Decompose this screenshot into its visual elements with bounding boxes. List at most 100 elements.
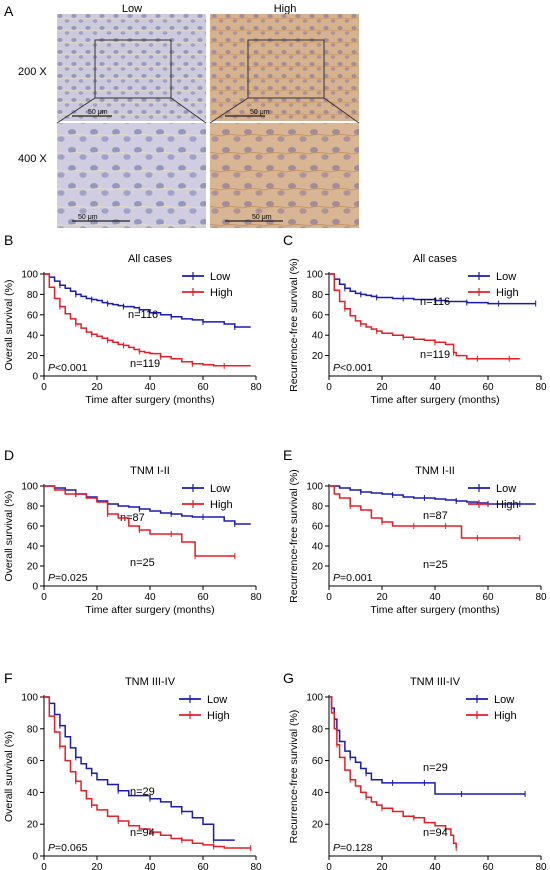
x-tick-label: 40 xyxy=(144,382,156,393)
panel-d: D TNM I-II 0 20 40 60 80 0 20 40 60 80 100 Time after… xyxy=(3,447,262,616)
panel-e: E TNM I-II 0 20 40 60 80 20 40 60 80 100 Time after … xyxy=(283,447,547,616)
x-tick-label: 80 xyxy=(250,862,262,870)
n-label-high: n=94 xyxy=(130,827,155,839)
legend-label: High xyxy=(494,710,517,722)
y-tick-label: 60 xyxy=(27,522,39,533)
n-label-high: n=94 xyxy=(423,827,448,839)
p-value-text: =0.065 xyxy=(55,842,88,854)
zoom-line xyxy=(170,97,207,124)
micrograph-low-200x xyxy=(57,14,206,121)
p-value-prefix: P xyxy=(48,842,55,854)
y-tick-label: 80 xyxy=(312,502,324,513)
micrograph-high-400x xyxy=(210,123,359,228)
x-tick-label: 60 xyxy=(482,592,494,603)
y-tick-label: 100 xyxy=(21,270,38,281)
y-tick-label: 80 xyxy=(312,290,324,301)
y-tick-label: 80 xyxy=(27,290,39,301)
series-line-low xyxy=(329,273,536,305)
p-value-prefix: P xyxy=(333,572,340,584)
x-tick-label: 80 xyxy=(535,382,547,393)
panel-letter-f: F xyxy=(4,670,13,686)
series-line-high xyxy=(44,273,251,367)
x-axis-label: Time after surgery (months) xyxy=(85,394,214,406)
y-tick-label: 100 xyxy=(306,482,323,493)
x-tick-label: 80 xyxy=(535,862,547,870)
chart-title: TNM III-IV xyxy=(125,676,176,688)
scale-bar-label: 50 μm xyxy=(250,109,270,116)
panel-a: A Low High 200 X 400 X 50 μm 50 μm 50 μm… xyxy=(4,3,360,228)
y-tick-label: 100 xyxy=(21,693,38,704)
legend-label: Low xyxy=(496,483,516,495)
x-tick-label: 80 xyxy=(535,592,547,603)
n-label-low: n=29 xyxy=(423,762,448,774)
p-value-prefix: P xyxy=(48,572,55,584)
x-tick-label: 80 xyxy=(250,382,262,393)
series-line-low xyxy=(329,696,526,795)
legend-label: High xyxy=(207,710,230,722)
y-axis-label: Recurrence-free survival (%) xyxy=(288,469,300,603)
legend-label: Low xyxy=(494,694,514,706)
p-value-text: =0.025 xyxy=(55,572,88,584)
zoom-line xyxy=(209,97,249,124)
x-axis-label: Time after surgery (months) xyxy=(370,604,499,616)
series-line-high xyxy=(44,485,235,557)
zoom-line xyxy=(56,97,96,124)
p-value-text: <0.001 xyxy=(55,362,88,374)
x-tick-label: 40 xyxy=(144,862,156,870)
micrograph-low-400x xyxy=(57,123,206,228)
y-tick-label: 60 xyxy=(312,310,324,321)
y-tick-label: 80 xyxy=(27,724,39,735)
x-axis-label: Time after surgery (months) xyxy=(85,604,214,616)
n-label-low: n=29 xyxy=(130,786,155,798)
col-label-high: High xyxy=(274,3,297,15)
x-tick-label: 60 xyxy=(197,592,209,603)
p-value-text: =0.001 xyxy=(340,572,373,584)
x-axis-label: Time after surgery (months) xyxy=(370,394,499,406)
panel-letter-a: A xyxy=(4,3,14,19)
micrograph-high-200x xyxy=(210,14,359,121)
y-axis-label: Recurrence-free survival (%) xyxy=(288,710,300,844)
legend-label: Low xyxy=(210,271,230,283)
y-tick-label: 60 xyxy=(312,522,324,533)
y-tick-label: 20 xyxy=(312,351,324,362)
chart-title: TNM I-II xyxy=(130,465,170,477)
y-tick-label: 40 xyxy=(27,331,39,342)
panel-b: B All cases 0 20 40 60 80 0 20 40 60 80 100 Time afte… xyxy=(3,232,262,406)
p-value-prefix: P xyxy=(48,362,55,374)
panel-c: C All cases 0 20 40 60 80 20 40 60 80 100 Time after… xyxy=(283,232,547,406)
y-tick-label: 100 xyxy=(306,693,323,704)
n-label-high: n=25 xyxy=(423,559,448,571)
n-label-low: n=116 xyxy=(128,309,158,321)
scale-bar-label: 50 μm xyxy=(88,109,108,116)
y-tick-label: 100 xyxy=(306,270,323,281)
legend-label: High xyxy=(496,287,519,299)
x-tick-label: 20 xyxy=(91,592,103,603)
panel-letter-e: E xyxy=(283,447,292,463)
p-value: P=0.001 xyxy=(333,572,373,584)
n-label-low: n=116 xyxy=(420,296,450,308)
series-line-low xyxy=(44,273,251,328)
legend-label: Low xyxy=(496,271,516,283)
chart-title: TNM I-II xyxy=(415,465,455,477)
y-tick-label: 100 xyxy=(21,482,38,493)
scale-bar-label: 50 μm xyxy=(252,214,272,221)
x-tick-label: 60 xyxy=(197,382,209,393)
x-tick-label: 40 xyxy=(144,592,156,603)
x-tick-label: 20 xyxy=(91,382,103,393)
p-value: P<0.001 xyxy=(333,362,373,374)
y-tick-label: 0 xyxy=(32,852,38,863)
x-tick-label: 40 xyxy=(429,382,441,393)
x-tick-label: 0 xyxy=(41,862,47,870)
y-tick-label: 20 xyxy=(27,562,39,573)
y-tick-label: 40 xyxy=(27,542,39,553)
y-tick-label: 20 xyxy=(27,820,39,831)
p-value: P=0.025 xyxy=(48,572,88,584)
n-label-high: n=119 xyxy=(420,349,450,361)
row-label-400x: 400 X xyxy=(18,153,47,165)
x-tick-label: 60 xyxy=(482,382,494,393)
y-axis-label: Overall survival (%) xyxy=(3,279,15,370)
x-tick-label: 0 xyxy=(326,862,332,870)
